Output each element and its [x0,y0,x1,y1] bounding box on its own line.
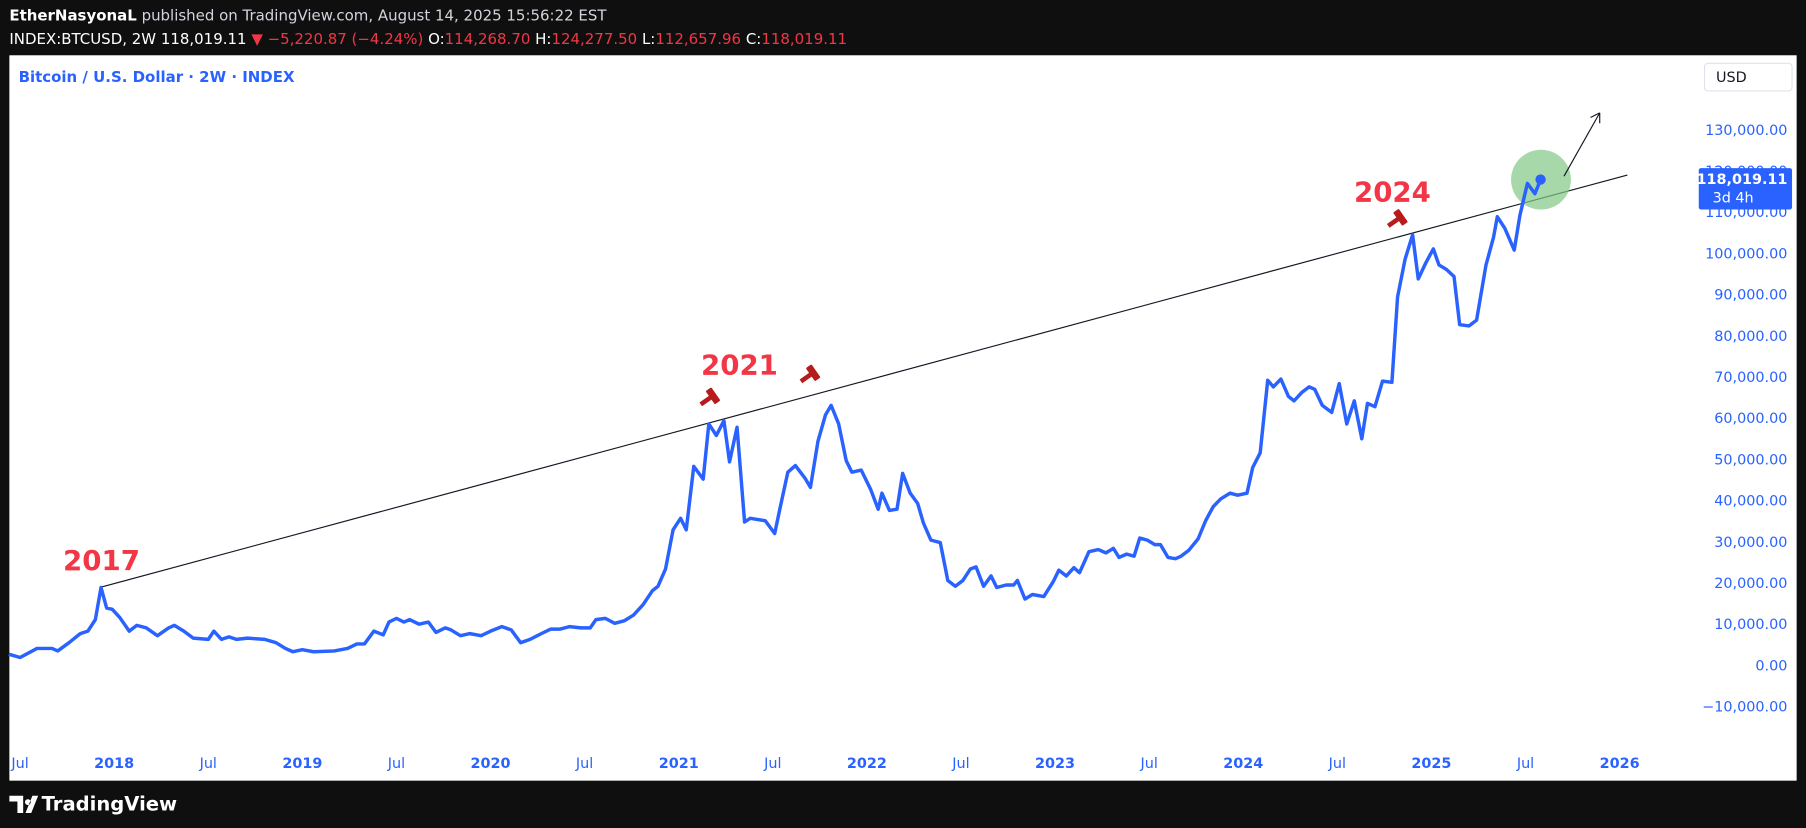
ohlc-label: H: [535,30,551,48]
price-line [8,178,1543,660]
x-tick-label: 2021 [659,756,699,772]
y-tick-label: 20,000.00 [1714,576,1787,592]
published: published on TradingView.com, August 14,… [142,7,608,25]
plot: −10,000.00 0.00 10,000.00 20,000.00 30,000.0… [8,123,1793,772]
price-label: 118,019.11 [1696,172,1787,188]
symbol: INDEX:BTCUSD, 2W [9,30,156,48]
x-tick-label: 2025 [1411,756,1451,772]
chart-area [9,55,1797,781]
trend-line [100,174,1628,588]
x-tick-label: 2026 [1600,756,1640,772]
ohlc-label: C: [746,30,762,48]
y-tick-label: −10,000.00 [1702,700,1787,716]
annotation: 2021 [701,348,778,381]
y-tick-label: 50,000.00 [1714,452,1787,468]
author: EtherNasyonaL [9,7,137,25]
x-tick-label: Jul [763,756,781,772]
arrow-head [1590,112,1601,124]
x-tick-label: Jul [1139,756,1157,772]
y-tick-label: 80,000.00 [1714,329,1787,345]
y-tick-label: 10,000.00 [1714,617,1787,633]
footer [0,780,1806,828]
hammer [699,387,720,407]
ohlc-label: L: [642,30,655,48]
x-tick-label: 2018 [94,756,134,772]
ohlc-value: 124,277.50 [551,30,637,48]
arrow-line [1563,112,1601,177]
currency-button[interactable] [1703,62,1793,92]
logo-icon [9,795,39,814]
y-tick-label: 130,000.00 [1705,123,1787,139]
last-point [1535,174,1546,185]
change: ▼ −5,220.87 (−4.24%) [251,30,423,48]
brand: TradingView [42,793,178,816]
chart-title: Bitcoin / U.S. Dollar · 2W · INDEX [19,68,295,86]
x-tick-label: 2023 [1035,756,1075,772]
hammer [1386,209,1408,228]
x-tick-label: 2022 [847,756,887,772]
y-tick-label: 70,000.00 [1714,370,1787,386]
x-tick-label: 2019 [282,756,322,772]
x-tick-label: Jul [951,756,969,772]
x-tick-label: Jul [10,756,28,772]
x-tick-label: Jul [575,756,593,772]
y-tick-label: 100,000.00 [1705,246,1787,262]
currency[interactable]: USD [1716,70,1747,86]
x-tick-label: 2024 [1223,756,1263,772]
y-tick-label: 30,000.00 [1714,535,1787,551]
annotation: 2024 [1354,176,1431,209]
price-label-box [1698,168,1793,210]
x-tick-label: 2020 [471,756,511,772]
x-tick-label: Jul [387,756,405,772]
x-tick-label: Jul [1516,756,1534,772]
publish-line: EtherNasyonaL published on TradingView.c… [9,7,607,25]
ohlc-label: O: [428,30,445,48]
y-tick-label: 40,000.00 [1714,494,1787,510]
y-tick-label: 90,000.00 [1714,288,1787,304]
ohlc-value: 112,657.96 [655,30,741,48]
x-tick-label: Jul [1328,756,1346,772]
annotation: 2017 [63,544,140,577]
countdown: 3d 4h [1713,191,1754,207]
ohlc-value: 114,268.70 [445,30,531,48]
hammer [799,364,821,384]
ohlc-value: 118,019.11 [761,30,847,48]
y-tick-label: 60,000.00 [1714,411,1787,427]
y-tick-label: 0.00 [1755,658,1787,674]
last: 118,019.11 [161,30,247,48]
quote-line: INDEX:BTCUSD, 2W 118,019.11 ▼ −5,220.87 … [9,30,847,48]
x-tick-label: Jul [199,756,217,772]
hammer-icons [699,209,1408,407]
